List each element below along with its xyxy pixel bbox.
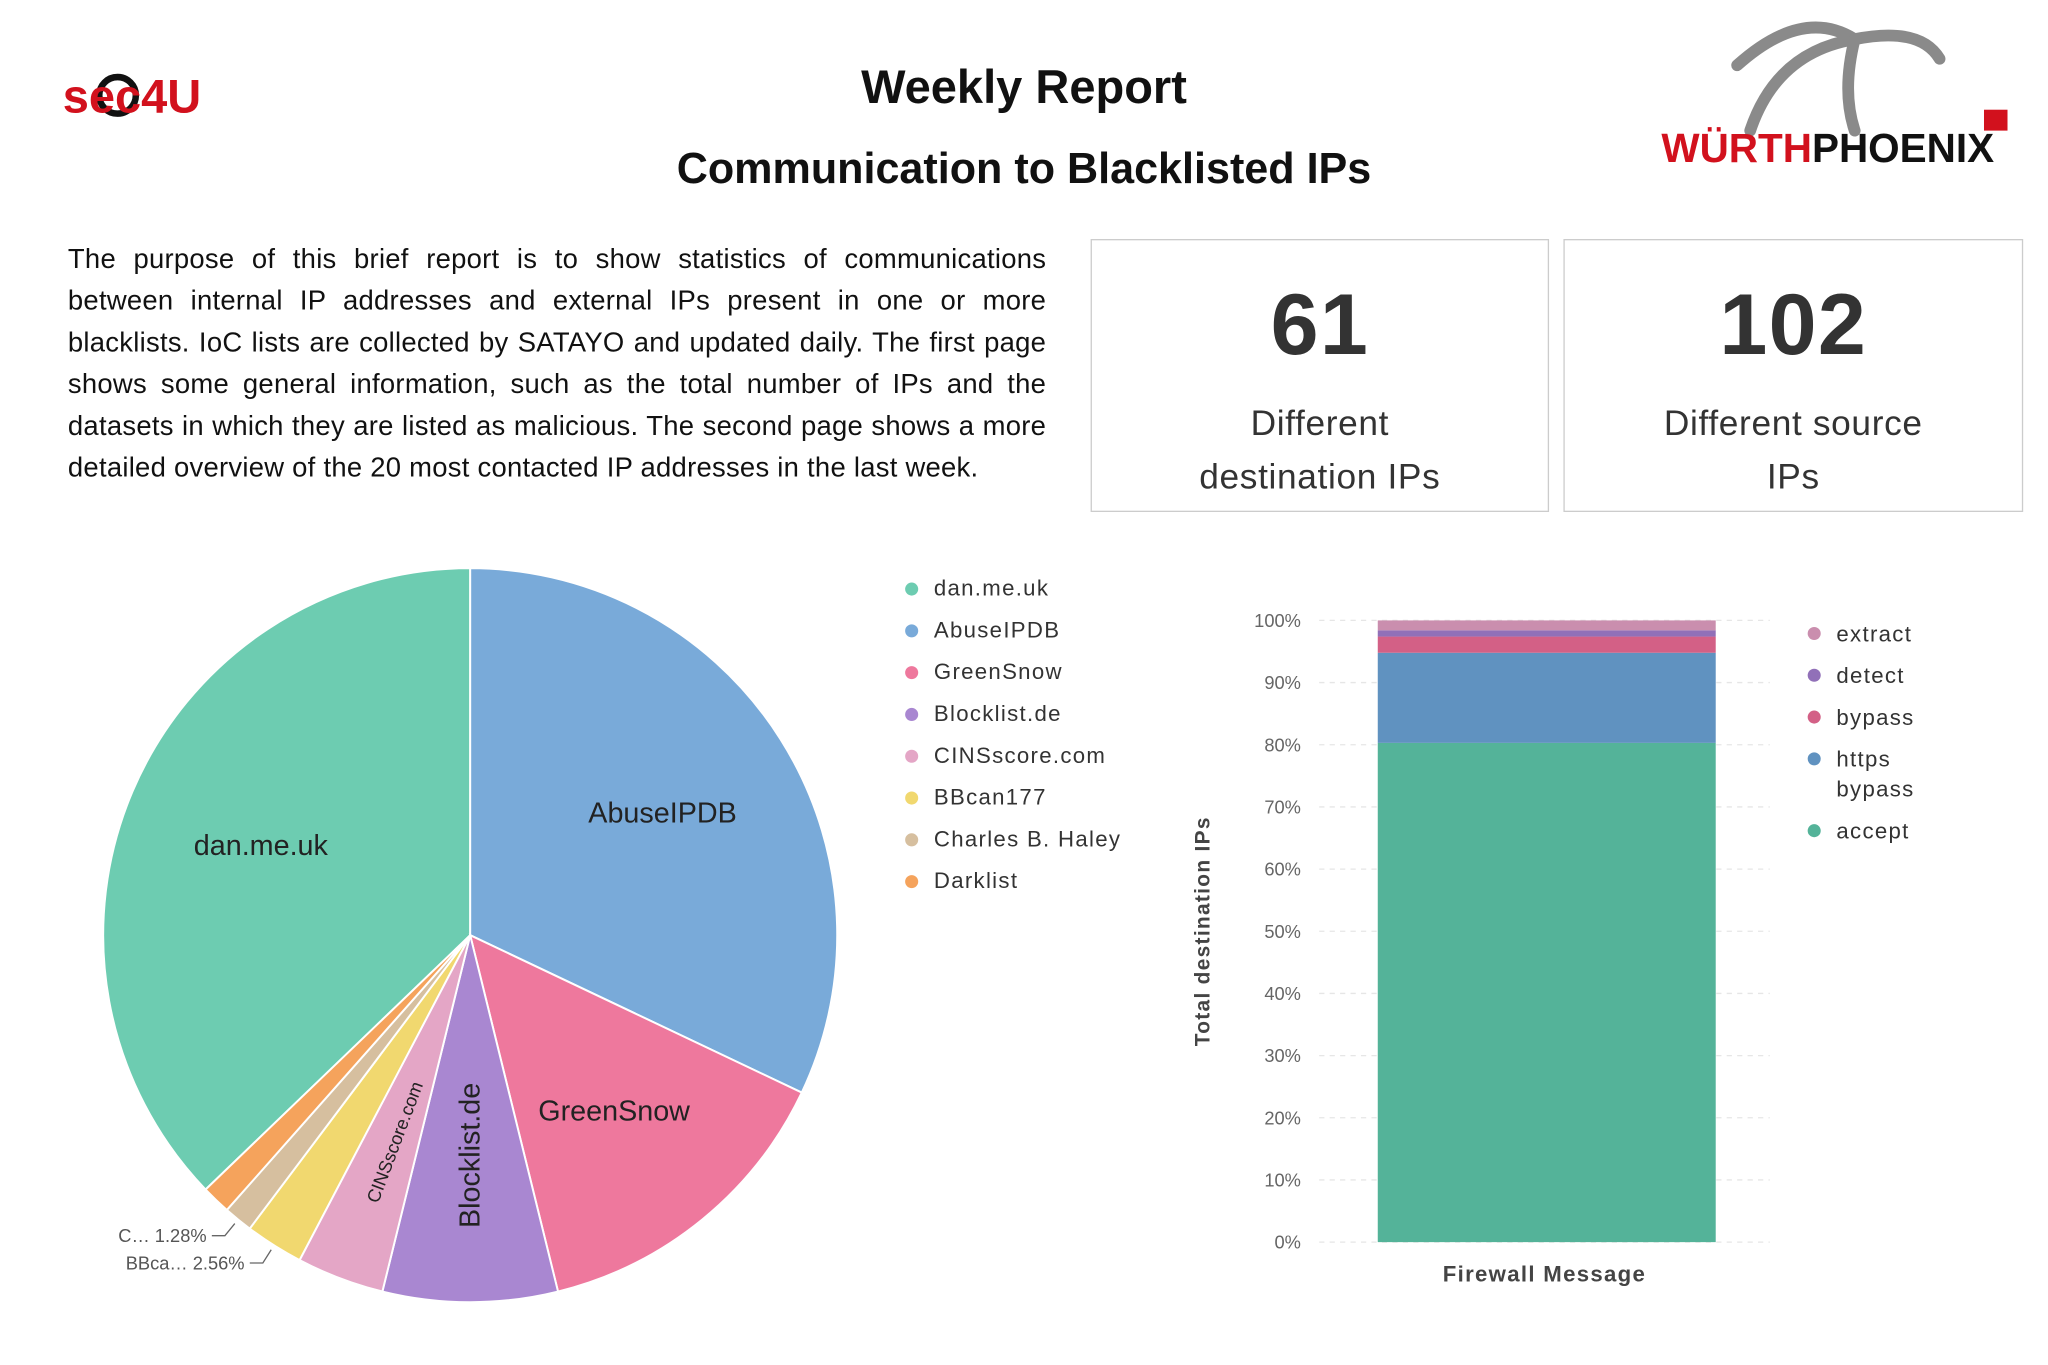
stat-value: 102: [1719, 275, 1868, 373]
legend-marker: [1807, 710, 1821, 724]
pie-slice: [102, 567, 472, 1191]
bar-segment: [1377, 630, 1716, 637]
slice-label: Blocklist.de: [454, 1083, 486, 1228]
pie-slice: [381, 934, 560, 1304]
y-tick-label: 100%: [1254, 610, 1301, 631]
legend-label: Darklist: [934, 868, 1018, 893]
legend-marker: [905, 833, 919, 847]
y-tick-label: 50%: [1264, 921, 1301, 942]
legend-item: accept: [1802, 816, 1940, 846]
legend-marker: [905, 666, 919, 680]
logo-right-black: PHOENIX: [1812, 125, 1994, 171]
y-tick-label: 20%: [1264, 1107, 1301, 1128]
legend-label: https bypass: [1836, 747, 1915, 802]
pie-slice: [469, 567, 839, 1094]
legend: extract detect bypass https bypass accept: [1802, 619, 1940, 858]
logo-palm: [1731, 21, 1946, 137]
bar-segment: [1377, 742, 1716, 1243]
legend-label: GreenSnow: [934, 659, 1063, 684]
pie-slice: [204, 934, 471, 1212]
leader-line: [249, 1249, 272, 1264]
slice-label: dan.me.uk: [194, 830, 329, 862]
legend-label: bypass: [1836, 705, 1915, 731]
y-axis-title: Total destination IPs: [1191, 816, 1214, 1046]
legend-marker: [905, 875, 919, 889]
logo-left: sec4U: [63, 69, 202, 122]
legend-item: https bypass: [1802, 744, 1940, 804]
x-axis-title: Firewall Message: [1443, 1261, 1646, 1286]
slice-label: BBca… 2.56%: [126, 1253, 245, 1274]
stat-card: 102 Different source IPs: [1563, 239, 2024, 512]
legend-item: detect: [1802, 661, 1940, 691]
subtitle: Communication to Blacklisted IPs: [676, 143, 1372, 192]
legend-label: Blocklist.de: [934, 701, 1062, 726]
charts: dan.me.uk AbuseIPDB GreenSnow Blocklist.de C…: [102, 567, 1770, 1304]
y-tick-label: 30%: [1264, 1045, 1301, 1066]
legend-label: AbuseIPDB: [934, 617, 1060, 642]
bar-segment: [1377, 620, 1716, 631]
legend-marker: [1807, 626, 1821, 640]
slice-label: C… 1.28%: [118, 1225, 206, 1246]
logo-lock: [95, 73, 140, 117]
legend-marker: [905, 749, 919, 763]
stat-label: Different source IPs: [1663, 403, 1923, 497]
legend-marker: [905, 707, 919, 721]
legend-label: extract: [1836, 621, 1913, 647]
y-tick-label: 0%: [1274, 1232, 1300, 1253]
legend-label: BBcan177: [934, 785, 1047, 810]
leader-line: [211, 1223, 236, 1237]
slice-label: AbuseIPDB: [588, 798, 736, 830]
legend-label: CINSscore.com: [934, 743, 1106, 768]
y-tick-label: 80%: [1264, 734, 1301, 755]
legend-label: dan.me.uk: [934, 576, 1049, 601]
logo-right-red: WÜRTH: [1661, 125, 1812, 171]
y-tick-label: 10%: [1264, 1169, 1301, 1190]
intro: The purpose of this brief report is to s…: [67, 244, 1047, 484]
stat-label: Different destination IPs: [1199, 403, 1441, 497]
y-tick-label: 60%: [1264, 859, 1301, 880]
stat-value: 61: [1270, 275, 1370, 373]
y-tick-label: 70%: [1264, 796, 1301, 817]
legend-item: extract: [1802, 619, 1940, 649]
legend-marker: [1807, 668, 1821, 682]
bar-segment: [1377, 652, 1716, 743]
legend-item: bypass: [1802, 703, 1940, 733]
title: Weekly Report: [861, 60, 1187, 114]
logo-mark: [1983, 109, 2008, 131]
pie-slice: [468, 933, 804, 1293]
y-tick-label: 90%: [1264, 672, 1301, 693]
legend-label: Charles B. Haley: [934, 826, 1121, 851]
legend-label: detect: [1836, 663, 1905, 689]
legend-label: accept: [1836, 818, 1910, 844]
y-tick-label: 40%: [1264, 983, 1301, 1004]
legend-marker: [905, 582, 919, 596]
legend-marker: [905, 791, 919, 805]
legend-marker: [1807, 752, 1821, 766]
legend-marker: [1807, 824, 1821, 838]
logo-right: WÜRTHPHOENIX: [1661, 125, 1994, 171]
bar-segment: [1377, 636, 1716, 653]
legend-marker: [905, 624, 919, 638]
stat-card: 61 Different destination IPs: [1090, 239, 1550, 512]
slice-label: GreenSnow: [538, 1096, 690, 1128]
